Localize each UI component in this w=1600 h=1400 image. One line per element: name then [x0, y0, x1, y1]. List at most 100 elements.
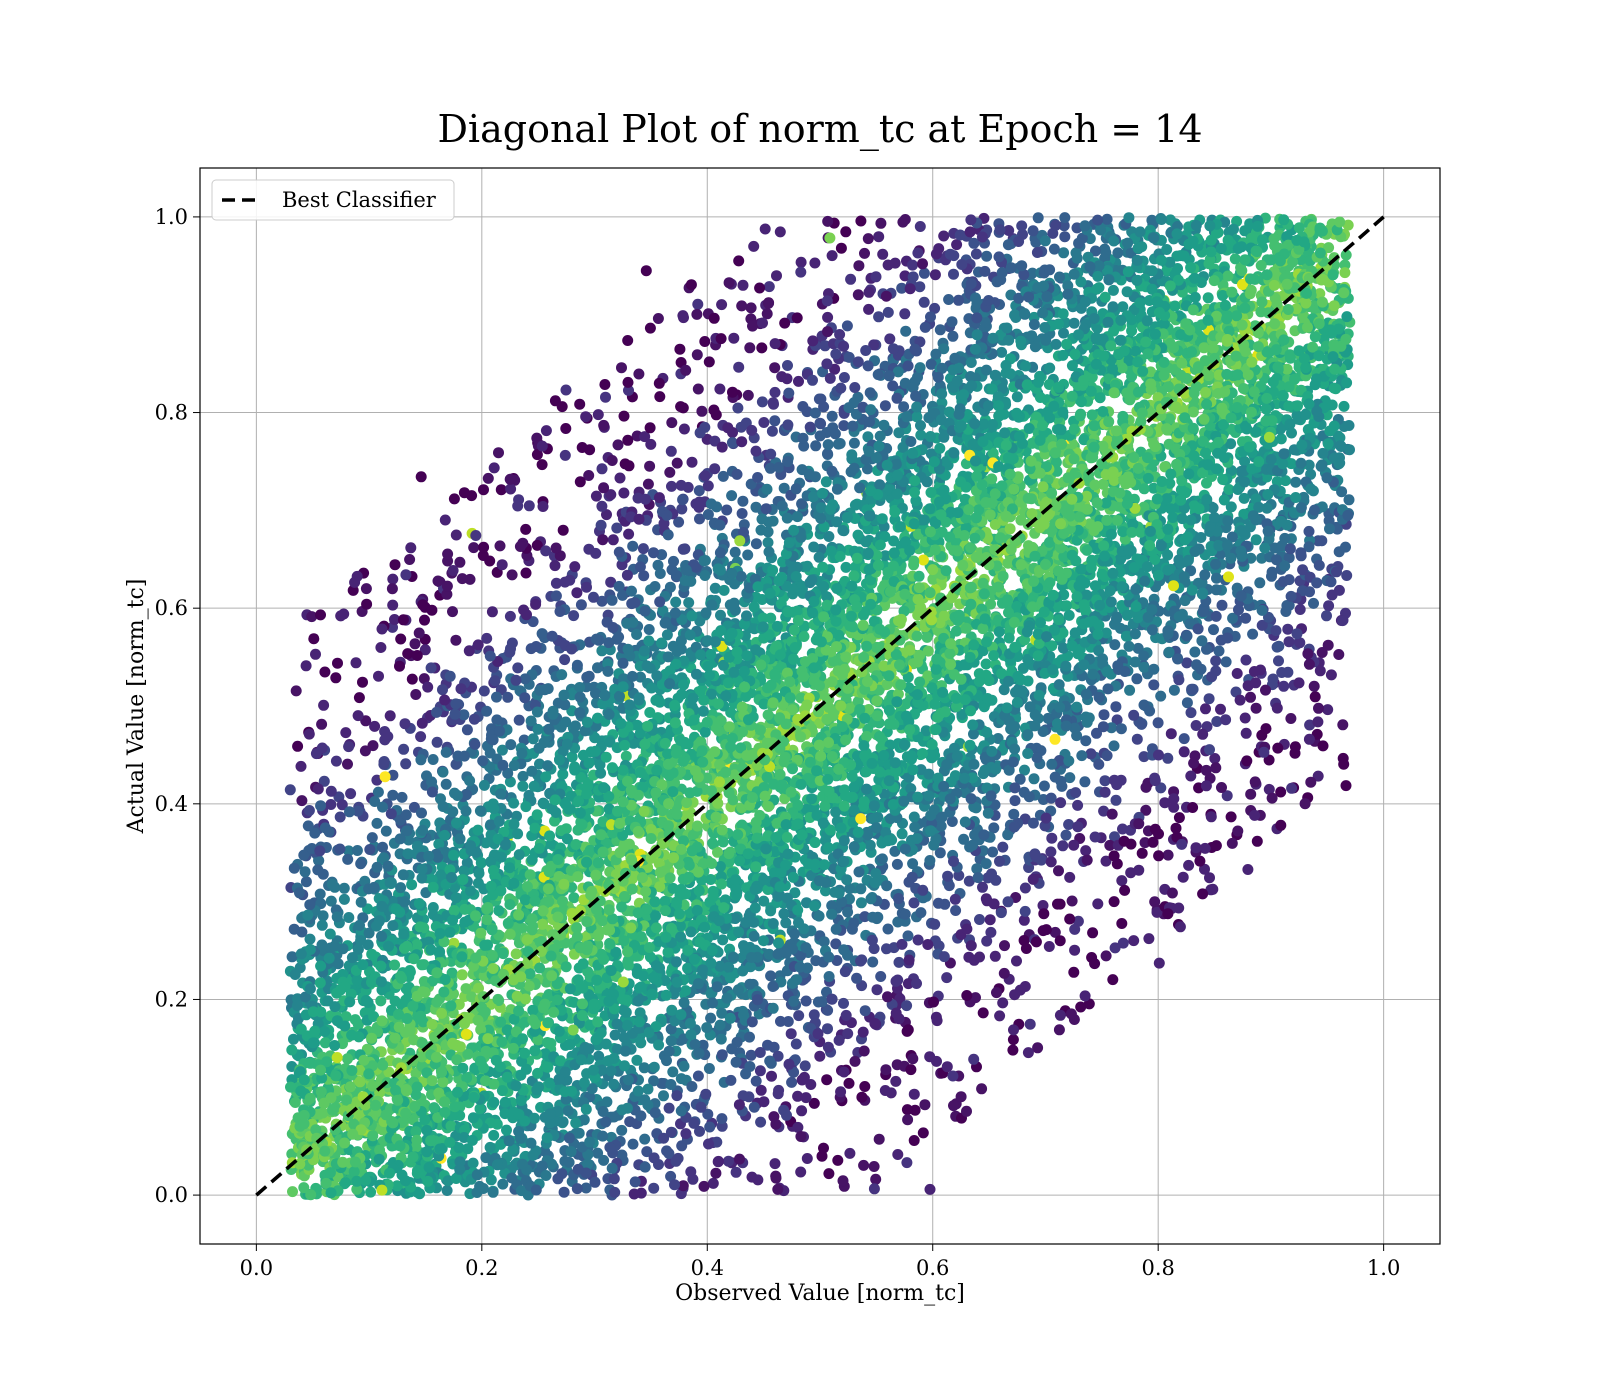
scatter-point [1102, 683, 1114, 695]
scatter-point [899, 308, 911, 320]
scatter-point [982, 807, 994, 819]
scatter-point [1045, 792, 1057, 804]
scatter-point [338, 882, 350, 894]
scatter-point [1245, 691, 1256, 703]
scatter-point [818, 936, 830, 948]
scatter-point [758, 935, 769, 947]
scatter-point [898, 401, 910, 413]
scatter-point [1338, 400, 1350, 412]
scatter-point [1002, 557, 1014, 569]
scatter-point [882, 923, 894, 935]
scatter-point [988, 822, 1000, 834]
scatter-point [1221, 790, 1233, 802]
scatter-point [845, 273, 857, 285]
scatter-point [635, 1037, 647, 1049]
scatter-point [822, 1023, 833, 1035]
scatter-point [1116, 875, 1128, 887]
scatter-point [1153, 957, 1165, 969]
scatter-point [1337, 719, 1349, 731]
scatter-point [763, 281, 775, 293]
scatter-point [863, 303, 875, 315]
scatter-point [467, 1157, 479, 1169]
scatter-point [1143, 933, 1155, 945]
scatter-point [1190, 720, 1202, 731]
scatter-point [1100, 950, 1112, 962]
scatter-point [1084, 233, 1096, 245]
scatter-point [1057, 308, 1069, 320]
scatter-point [510, 948, 522, 960]
scatter-point [387, 573, 399, 585]
scatter-point [635, 1110, 647, 1122]
scatter-point [901, 1104, 913, 1116]
scatter-point [1250, 534, 1262, 546]
scatter-point [365, 1186, 377, 1198]
scatter-point [1116, 918, 1128, 929]
scatter-point [1242, 864, 1254, 875]
scatter-point [1064, 871, 1076, 883]
scatter-point [692, 298, 704, 310]
scatter-point [1250, 702, 1262, 714]
scatter-point [826, 410, 838, 422]
scatter-point [468, 542, 480, 554]
scatter-point [808, 1097, 820, 1109]
scatter-point [702, 480, 714, 492]
scatter-point [835, 382, 847, 394]
scatter-point [769, 338, 781, 350]
scatter-point [934, 847, 946, 859]
scatter-point [569, 720, 581, 732]
scatter-point [1162, 549, 1174, 561]
scatter-point [287, 1186, 298, 1198]
scatter-point [1054, 271, 1065, 283]
scatter-point [536, 918, 548, 930]
scatter-point [932, 897, 944, 909]
scatter-point [1109, 831, 1120, 843]
scatter-point [840, 561, 852, 573]
scatter-point [445, 1120, 457, 1132]
scatter-point [705, 1012, 717, 1024]
scatter-point [384, 710, 396, 722]
scatter-point [334, 811, 346, 823]
scatter-point [641, 1146, 653, 1158]
scatter-point [366, 832, 378, 844]
scatter-point [792, 1090, 804, 1102]
scatter-point [915, 907, 927, 919]
scatter-point [786, 1076, 798, 1088]
scatter-point [830, 938, 842, 950]
scatter-point [1200, 764, 1212, 776]
scatter-point [1111, 714, 1123, 726]
scatter-point [332, 657, 343, 669]
scatter-point [1341, 570, 1353, 581]
scatter-point [756, 513, 768, 525]
scatter-point [1140, 804, 1152, 816]
scatter-point [313, 855, 325, 867]
scatter-point [691, 349, 703, 361]
scatter-point [795, 266, 807, 278]
scatter-point [1181, 657, 1193, 669]
scatter-point [996, 346, 1008, 358]
scatter-point [590, 633, 602, 645]
scatter-point [387, 599, 399, 611]
scatter-point [1323, 600, 1335, 612]
scatter-point [450, 634, 462, 646]
scatter-point [1199, 842, 1211, 854]
scatter-point [478, 484, 489, 496]
scatter-point [1181, 630, 1193, 642]
scatter-point [409, 638, 421, 650]
scatter-point [1128, 935, 1140, 947]
scatter-point [675, 479, 687, 491]
scatter-point [590, 490, 602, 502]
scatter-point [915, 429, 927, 441]
scatter-point [870, 1173, 882, 1185]
scatter-point [560, 423, 572, 434]
scatter-point [766, 425, 778, 437]
scatter-point [1210, 610, 1222, 622]
scatter-point [1215, 703, 1226, 715]
scatter-point [893, 956, 905, 968]
scatter-point [352, 1018, 364, 1030]
scatter-point [1240, 654, 1252, 666]
scatter-point [754, 1065, 766, 1077]
scatter-point [1200, 703, 1211, 715]
scatter-point [1336, 486, 1348, 498]
scatter-point [901, 1157, 913, 1169]
scatter-point [501, 1124, 512, 1136]
